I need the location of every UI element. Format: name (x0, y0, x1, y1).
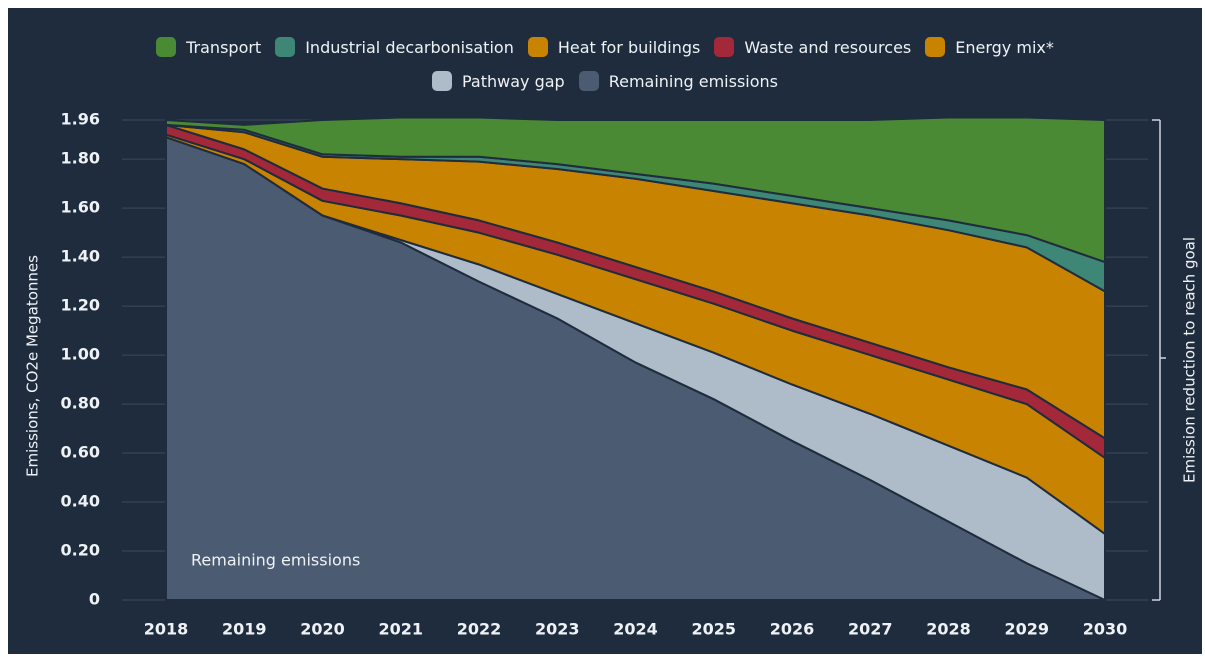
legend-item: Waste and resources (714, 37, 911, 57)
legend-item: Energy mix* (925, 37, 1054, 57)
legend-swatch (275, 37, 296, 57)
y-tick-label: 1.80 (61, 149, 100, 168)
x-tick-label: 2027 (848, 620, 893, 639)
legend-swatch (156, 37, 177, 57)
legend-label: Waste and resources (744, 37, 912, 57)
x-tick-label: 2024 (613, 620, 658, 639)
legend-label: Pathway gap (461, 71, 565, 91)
legend-swatch (431, 71, 452, 91)
y-tick-label: 0.80 (61, 394, 100, 413)
legend: Transport Industrial decarbonisation Heat … (8, 30, 1202, 98)
x-tick-label: 2028 (926, 620, 971, 639)
annotation: Remaining emissions (191, 551, 360, 570)
x-tick-label: 2030 (1083, 620, 1128, 639)
x-tick-label: 2022 (457, 620, 502, 639)
y-tick-label: 1.20 (61, 296, 100, 315)
chart: 0 0.20 0.40 0.60 0.80 1.00 1.20 1.40 1.60 1.80 1.9… (24, 110, 1199, 639)
legend-swatch (527, 37, 548, 57)
y-tick-label: 0.20 (61, 541, 100, 560)
x-tick-label: 2026 (770, 620, 815, 639)
legend-swatch (925, 37, 946, 57)
legend-swatch (714, 37, 735, 57)
legend-item: Remaining emissions (578, 71, 779, 91)
legend-label: Heat for buildings (557, 37, 701, 57)
legend-label: Energy mix* (955, 37, 1054, 57)
y-tick-label: 0.60 (61, 443, 100, 462)
x-tick-label: 2019 (222, 620, 267, 639)
y-tick-label: 1.00 (61, 345, 100, 364)
y2-axis-label: Emission reduction to reach goal (1181, 237, 1199, 483)
x-tick-label: 2021 (378, 620, 423, 639)
legend-item: Pathway gap (431, 71, 565, 91)
y-tick-label: 0.40 (61, 492, 100, 511)
y-tick-label: 0 (89, 590, 100, 609)
legend-label: Transport (186, 37, 262, 57)
legend-row: Pathway gap Remaining emissions (8, 64, 1202, 98)
x-tick-label: 2023 (535, 620, 580, 639)
legend-swatch (578, 71, 599, 91)
y-axis-label: Emissions, CO2e Megatonnes (24, 255, 42, 477)
x-tick-label: 2025 (691, 620, 736, 639)
x-tick-label: 2018 (144, 620, 189, 639)
legend-label: Industrial decarbonisation (305, 37, 514, 57)
area (165, 116, 1106, 264)
legend-label: Remaining emissions (608, 71, 779, 91)
legend-row: Transport Industrial decarbonisation Heat … (8, 30, 1202, 64)
legend-item: Industrial decarbonisation (275, 37, 514, 57)
legend-item: Transport (156, 37, 261, 57)
chart-panel: 0 0.20 0.40 0.60 0.80 1.00 1.20 1.40 1.60 1.80 1.9… (8, 8, 1202, 654)
legend-item: Heat for buildings (527, 37, 701, 57)
x-tick-label: 2020 (300, 620, 345, 639)
y-tick-label: 1.60 (61, 198, 100, 217)
y-tick-label: 1.96 (61, 110, 100, 129)
y-tick-label: 1.40 (61, 247, 100, 266)
x-tick-label: 2029 (1004, 620, 1049, 639)
